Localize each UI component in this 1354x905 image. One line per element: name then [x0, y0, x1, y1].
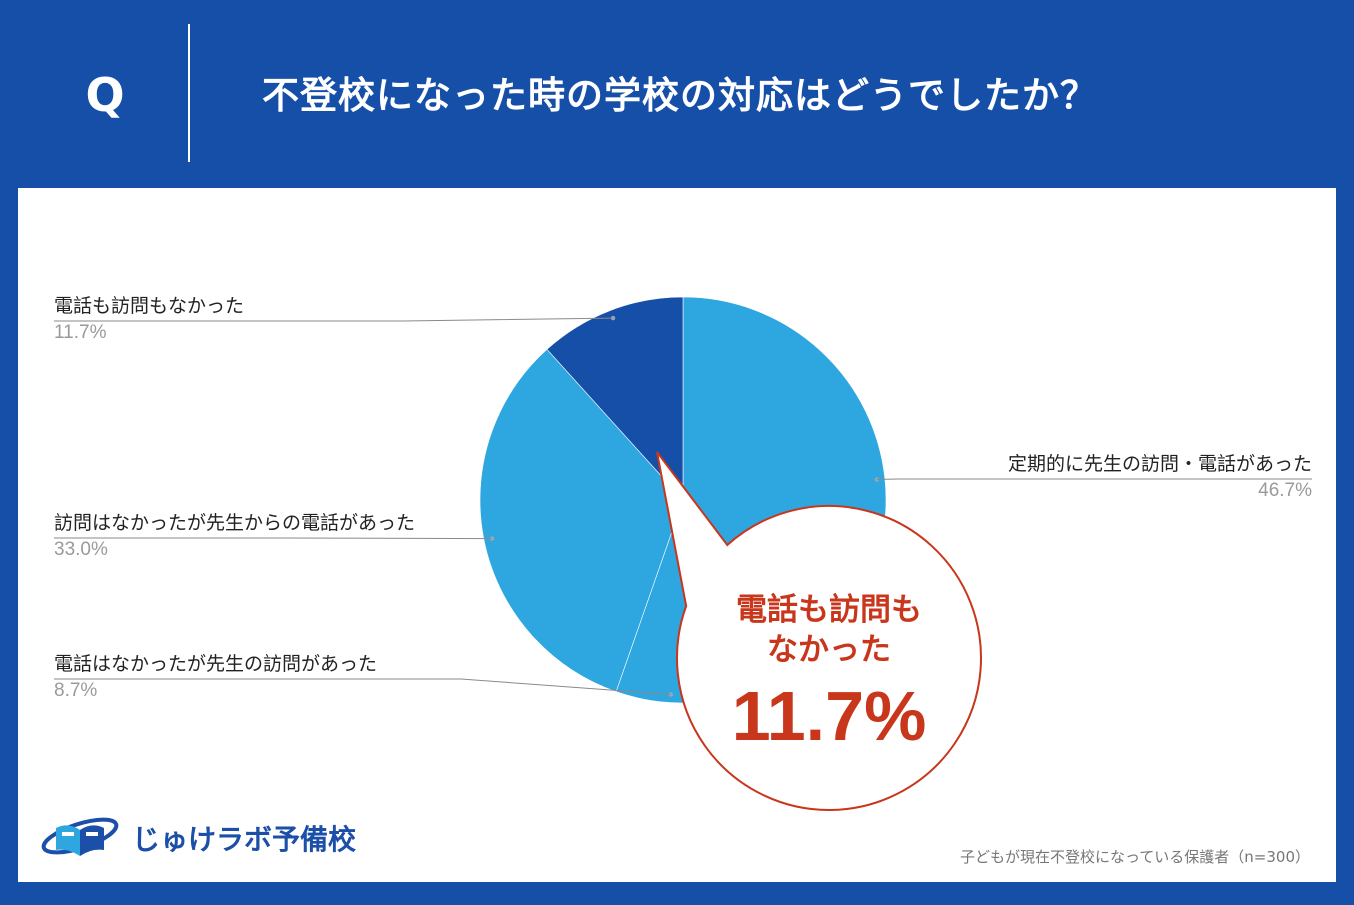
brand-name: じゅけラボ予備校 [132, 823, 357, 856]
slice-label-1: 定期的に先生の訪問・電話があった [1008, 453, 1312, 475]
slice-value-4: 11.7% [54, 322, 107, 343]
slice-value-1: 46.7% [1258, 480, 1312, 501]
slice-label-2: 電話はなかったが先生の訪問があった [54, 653, 377, 675]
header: Q 不登校になった時の学校の対応はどうでしたか？ [0, 0, 1354, 188]
pie-slice-4 [546, 296, 684, 501]
question-mark-label: Q [85, 68, 125, 122]
callout-line-1: 電話も訪問も [736, 592, 922, 628]
leader-line-1 [876, 478, 1312, 481]
callout-shape [656, 451, 982, 811]
slice-label-3: 訪問はなかったが先生からの電話があった [54, 512, 415, 534]
labels-layer: 定期的に先生の訪問・電話があった 46.7% 電話はなかったが先生の訪問があった 8.… [54, 295, 1312, 701]
callout-value: 11.7% [732, 677, 927, 755]
question-title: 不登校になった時の学校の対応はどうでしたか？ [262, 74, 1098, 117]
leader-line-2 [54, 678, 671, 695]
sample-footnote: 子どもが現在不登校になっている保護者（n=300） [960, 848, 1310, 866]
brand-logo: じゅけラボ予備校 [40, 808, 356, 868]
leader-line-3 [54, 537, 492, 540]
callout-bubble: 電話も訪問も なかった 11.7% [656, 451, 982, 811]
header-divider [188, 24, 190, 162]
leader-line-4 [54, 317, 614, 322]
slice-value-3: 33.0% [54, 539, 108, 560]
callout-line-2: なかった [767, 632, 891, 668]
pie-slice-3 [479, 348, 684, 693]
leader-lines-layer [54, 315, 1312, 697]
slice-label-4: 電話も訪問もなかった [54, 295, 244, 317]
book-logo-icon [41, 817, 119, 856]
slice-value-2: 8.7% [54, 680, 97, 701]
